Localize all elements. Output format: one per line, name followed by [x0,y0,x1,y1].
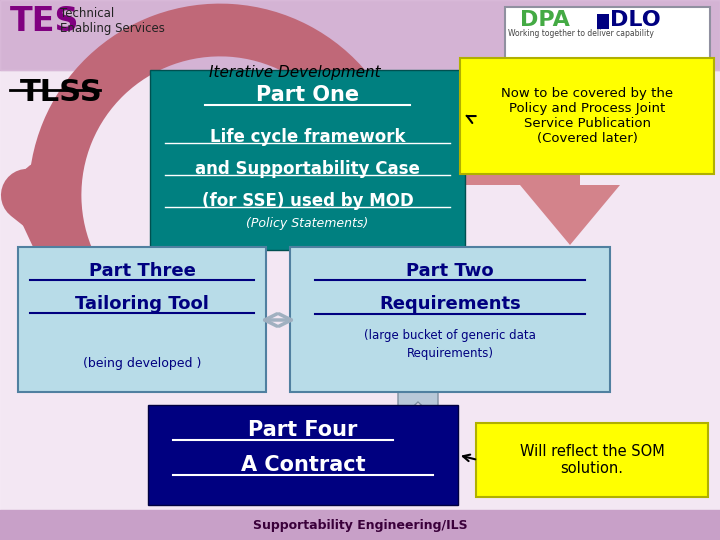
Text: (Policy Statements): (Policy Statements) [246,217,369,230]
Text: Life cycle framework: Life cycle framework [210,128,405,146]
Text: Iterative Development: Iterative Development [210,64,381,79]
Text: Part Four: Part Four [248,420,358,440]
Text: DLO: DLO [610,10,661,30]
Text: Tailoring Tool: Tailoring Tool [75,295,209,313]
Text: Part Two: Part Two [406,262,494,280]
FancyBboxPatch shape [597,14,609,29]
Polygon shape [458,72,620,245]
FancyBboxPatch shape [460,58,714,174]
FancyBboxPatch shape [290,247,610,392]
Polygon shape [383,392,453,435]
FancyBboxPatch shape [18,247,266,392]
Text: (for SSE) used by MOD: (for SSE) used by MOD [202,192,413,210]
Text: Requirements: Requirements [379,295,521,313]
Text: TES: TES [10,5,79,38]
Text: TLSS: TLSS [20,78,103,107]
FancyBboxPatch shape [150,70,465,250]
Text: Now to be covered by the
Policy and Process Joint
Service Publication
(Covered l: Now to be covered by the Policy and Proc… [501,87,673,145]
Text: Part Three: Part Three [89,262,195,280]
Text: A Contract: A Contract [240,455,365,475]
FancyBboxPatch shape [505,7,710,67]
Text: Part One: Part One [256,85,359,105]
Text: Supportability Engineering/ILS: Supportability Engineering/ILS [253,518,467,531]
Text: Working together to deliver capability: Working together to deliver capability [508,29,654,38]
Text: Will reflect the SOM
solution.: Will reflect the SOM solution. [520,444,665,476]
FancyBboxPatch shape [476,423,708,497]
Text: (being developed ): (being developed ) [83,357,201,370]
FancyBboxPatch shape [148,405,458,505]
Text: and Supportability Case: and Supportability Case [195,160,420,178]
Text: DPA: DPA [520,10,570,30]
Text: Requirements): Requirements) [407,347,493,360]
Text: Technical
Enabling Services: Technical Enabling Services [60,7,165,35]
Text: (large bucket of generic data: (large bucket of generic data [364,329,536,342]
